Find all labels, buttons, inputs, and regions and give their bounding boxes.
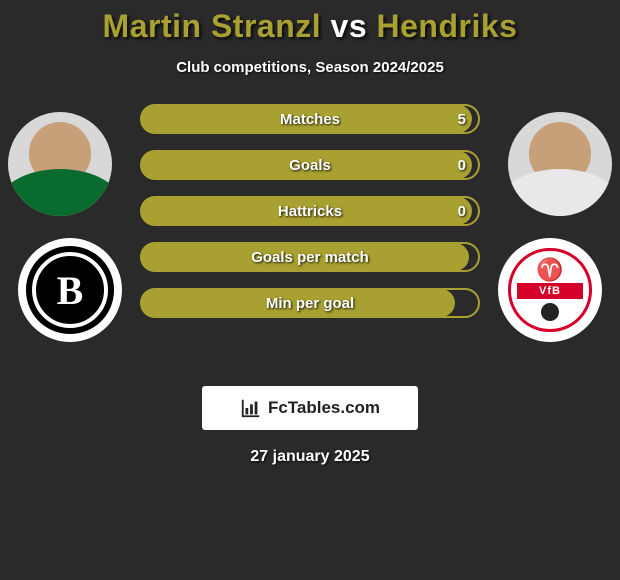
stat-label: Matches <box>280 111 340 128</box>
stat-bar: Goals per match <box>140 242 480 272</box>
stat-label: Goals per match <box>251 249 369 266</box>
player-right-avatar <box>508 112 612 216</box>
comparison-body: B ♈ VfB Matches 5 Goals 0 Hattricks 0 Goals pe… <box>0 104 620 364</box>
crest-letter: B <box>26 246 113 333</box>
stat-label: Goals <box>289 157 331 174</box>
stat-value: 5 <box>458 111 466 128</box>
player-left-avatar <box>8 112 112 216</box>
chart-icon <box>240 397 262 419</box>
title-vs: vs <box>331 8 368 44</box>
title-player2: Hendriks <box>377 8 518 44</box>
source-badge: FcTables.com <box>202 386 418 430</box>
comparison-card: Martin Stranzl vs Hendriks Club competit… <box>0 0 620 466</box>
stat-label: Min per goal <box>266 295 354 312</box>
date-label: 27 january 2025 <box>0 448 620 466</box>
stat-value: 0 <box>458 203 466 220</box>
stat-value: 0 <box>458 157 466 174</box>
title-player1: Martin Stranzl <box>103 8 322 44</box>
source-label: FcTables.com <box>268 398 380 418</box>
stat-bar: Min per goal <box>140 288 480 318</box>
page-title: Martin Stranzl vs Hendriks <box>0 8 620 45</box>
stat-bar: Goals 0 <box>140 150 480 180</box>
stat-bar: Matches 5 <box>140 104 480 134</box>
stat-bar: Hattricks 0 <box>140 196 480 226</box>
club-left-crest: B <box>18 238 122 342</box>
stat-bars: Matches 5 Goals 0 Hattricks 0 Goals per match M… <box>140 104 480 318</box>
subtitle: Club competitions, Season 2024/2025 <box>0 59 620 76</box>
club-right-crest: ♈ VfB <box>498 238 602 342</box>
stat-label: Hattricks <box>278 203 342 220</box>
crest-vfb: ♈ VfB <box>508 248 591 331</box>
